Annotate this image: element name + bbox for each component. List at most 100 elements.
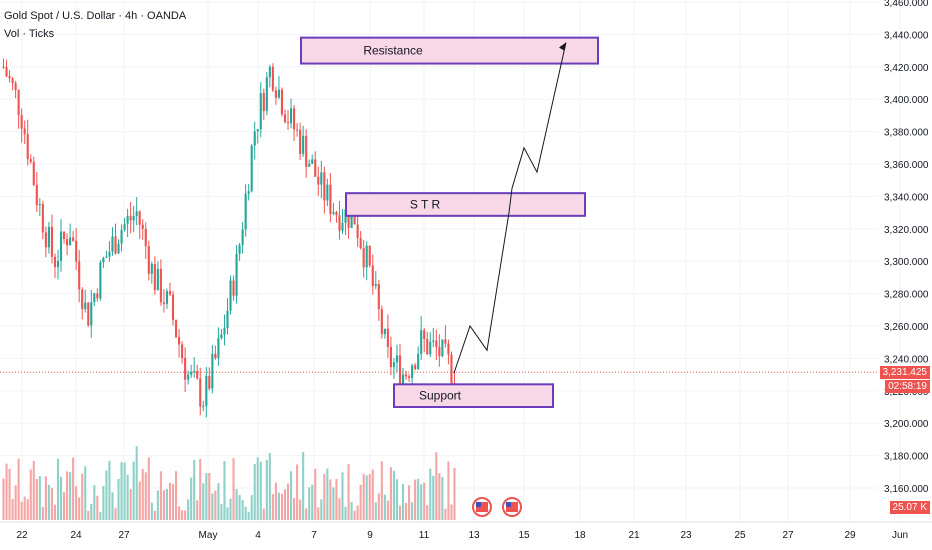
volume-bar [120, 462, 123, 520]
event-flag-icon[interactable] [502, 497, 522, 517]
price-tick-label: 3,340.000 [884, 192, 929, 203]
candle-body [244, 193, 247, 230]
volume-bar [190, 477, 193, 520]
time-tick-label: 27 [118, 530, 130, 541]
time-tick-label: 24 [70, 530, 82, 541]
candle-body [93, 293, 96, 303]
candle-body [380, 309, 383, 335]
candle-body [108, 251, 111, 257]
candle-body [5, 67, 8, 77]
time-tick-label: 21 [628, 530, 640, 541]
candle-body [359, 237, 362, 249]
volume-bar [453, 467, 456, 520]
volume-bar [159, 471, 162, 520]
resistance-zone[interactable]: Resistance [300, 36, 599, 65]
candle-body [311, 159, 314, 164]
volume-bar [105, 470, 108, 520]
volume-bar [84, 466, 87, 520]
countdown-tag: 02:58:19 [885, 380, 930, 393]
time-tick-label: 23 [680, 530, 692, 541]
time-tick-label: 25 [734, 530, 746, 541]
projection-arrowhead [559, 42, 566, 51]
candle-body [56, 260, 60, 267]
volume-bar [156, 490, 159, 520]
price-axis[interactable]: 3,460.000 3,440.000 3,420.000 3,400.000 3,38… [884, 0, 929, 495]
candle-body [220, 334, 223, 339]
symbol-title[interactable]: Gold Spot / U.S. Dollar · 4h · OANDA [4, 10, 187, 22]
volume-bar [262, 508, 265, 520]
volume-bar [144, 472, 147, 520]
volume-bar [338, 498, 341, 520]
volume-bar [126, 474, 129, 520]
candle-body [217, 338, 220, 359]
candle-body [323, 172, 326, 201]
candle-body [417, 353, 420, 370]
volume-bar [447, 461, 450, 520]
candle-body [329, 184, 332, 214]
price-tick-label: 3,360.000 [884, 160, 929, 171]
time-tick-label: 18 [574, 530, 586, 541]
volume-bar [417, 478, 420, 520]
volume-bar [35, 479, 38, 520]
volume-bar [153, 510, 156, 520]
candle-body [314, 159, 317, 177]
volume-bar [229, 498, 232, 520]
volume-bar [123, 462, 126, 520]
candle-body [117, 243, 120, 254]
candle-body [84, 302, 87, 310]
volume-bar [165, 489, 169, 520]
volume-bar [53, 504, 57, 520]
candle-body [105, 256, 108, 258]
candle-body [408, 376, 411, 378]
grid [0, 0, 901, 522]
volume-bar [441, 476, 444, 520]
volume-bar [265, 459, 268, 520]
volume-bar [253, 463, 256, 520]
candle-body [277, 89, 280, 98]
candles [2, 58, 456, 418]
candle-body [199, 378, 202, 407]
time-tick-label: Jun [892, 530, 908, 541]
price-tick-label: 3,380.000 [884, 128, 929, 139]
volume-indicator-label[interactable]: Vol · Ticks [4, 28, 55, 40]
support-zone[interactable]: Support [393, 383, 554, 409]
volume-bar [196, 500, 199, 520]
candle-body [190, 372, 193, 375]
volume-bar [199, 458, 202, 520]
candle-body [196, 370, 199, 379]
candle-body [202, 405, 205, 407]
volume-bar [62, 492, 66, 520]
candle-body [159, 268, 162, 303]
time-axis[interactable]: 22 24 27 May 4 7 9 11 13 15 18 21 23 25 27 29 Jun [16, 530, 908, 541]
volume-bar [174, 471, 178, 520]
event-flag-icon[interactable] [472, 497, 492, 517]
volume-bar [129, 489, 132, 520]
candle-body [386, 328, 389, 347]
time-tick-label: 22 [16, 530, 28, 541]
candle-body [208, 375, 211, 389]
candle-body [59, 231, 63, 261]
candle-body [271, 66, 274, 91]
volume-bar [280, 493, 284, 520]
volume-bar [211, 493, 214, 520]
candle-body [317, 176, 320, 185]
candle-body [395, 355, 399, 363]
volume-bar [102, 486, 105, 520]
volume-bar [132, 461, 135, 520]
candle-body [81, 289, 84, 310]
candle-body [259, 93, 262, 130]
candle-body [156, 268, 159, 291]
candle-body [432, 340, 435, 342]
candle-body [341, 222, 344, 231]
candle-body [129, 216, 132, 221]
candle-body [132, 216, 135, 221]
candle-body [87, 302, 90, 326]
time-tick-label: 27 [782, 530, 794, 541]
candle-body [238, 245, 241, 254]
volume-bar [277, 492, 280, 520]
volume-bar [326, 468, 329, 520]
str-zone[interactable]: S T R [345, 192, 586, 217]
volume-bar [2, 478, 5, 520]
price-tick-label: 3,200.000 [884, 419, 929, 430]
